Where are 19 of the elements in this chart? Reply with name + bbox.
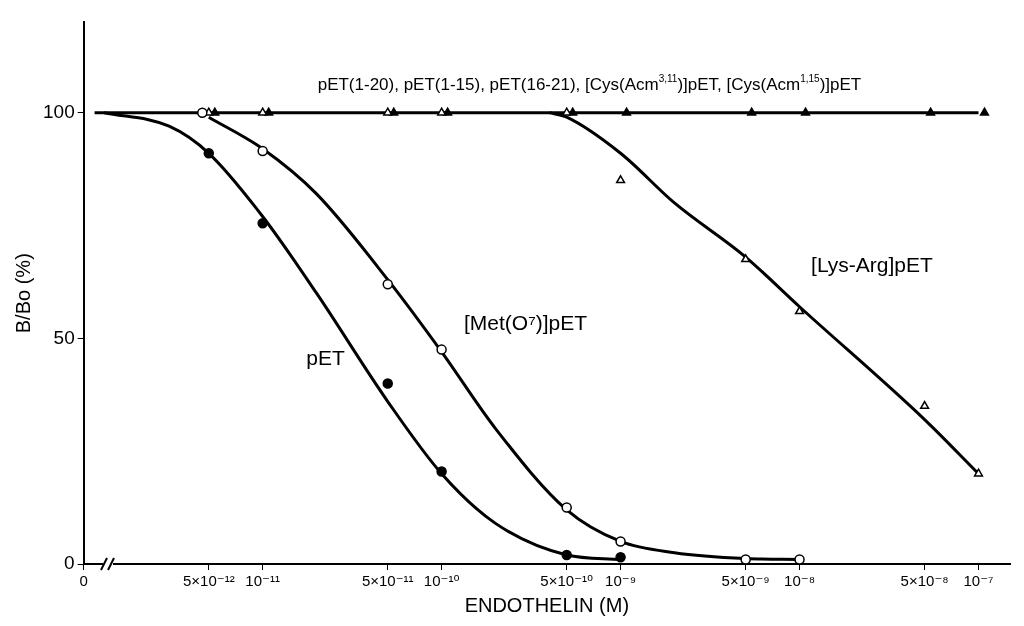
series-label: [Lys-Arg]pET — [811, 252, 934, 276]
series-label: pET — [306, 345, 345, 369]
y-tick-label: 50 — [53, 326, 75, 348]
x-tick-label: 5×10⁻¹¹ — [361, 572, 414, 590]
x-tick-label: 5×10⁻¹⁰ — [540, 572, 594, 590]
x-tick-label: 5×10⁻⁹ — [721, 572, 770, 590]
x-axis-title: ENDOTHELIN (M) — [464, 593, 630, 616]
y-tick-label: 100 — [43, 100, 75, 122]
x-tick-label: 10⁻⁷ — [963, 572, 994, 590]
x-tick-label: 5×10⁻⁸ — [900, 572, 949, 590]
x-tick-label: 10⁻⁸ — [784, 572, 815, 590]
x-tick-label: 0 — [79, 572, 88, 590]
y-tick-label: 0 — [64, 552, 75, 574]
series-label: [Met(O⁷)]pET — [463, 310, 588, 334]
x-tick-label: 10⁻¹⁰ — [423, 572, 460, 590]
x-tick-label: 10⁻⁹ — [605, 572, 637, 590]
x-tick-label: 5×10⁻¹² — [182, 572, 235, 590]
y-axis-title: B/Bo (%) — [11, 253, 34, 334]
x-tick-label: 10⁻¹¹ — [245, 572, 280, 590]
